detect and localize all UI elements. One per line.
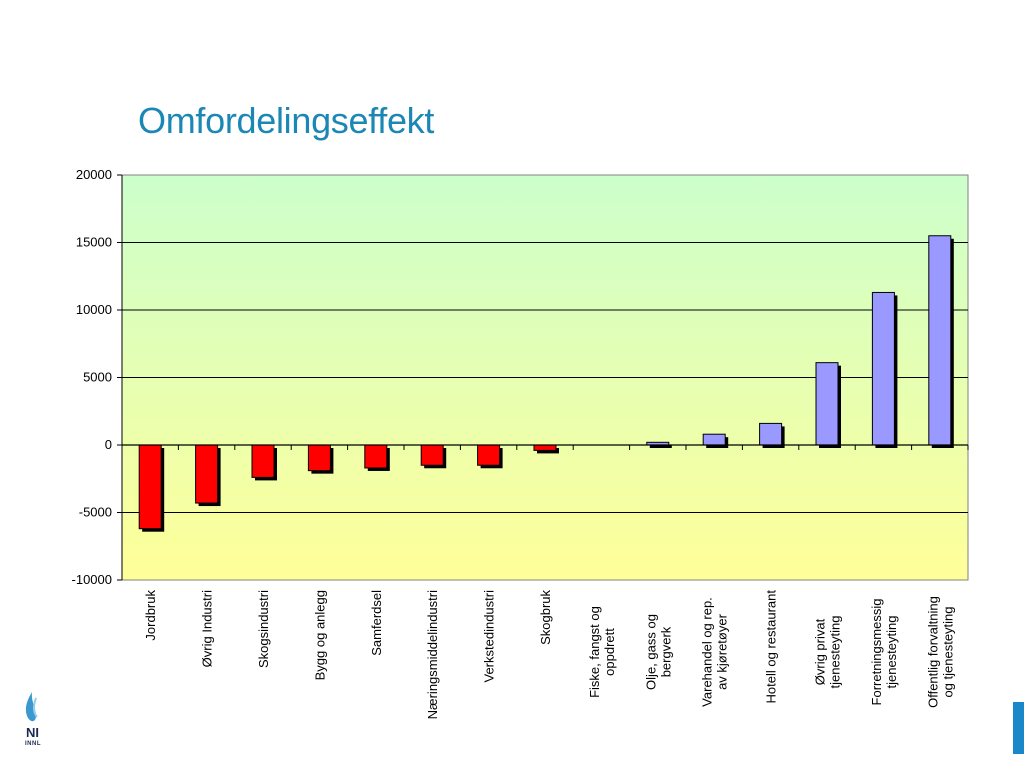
x-tick-label: Varehandel og rep. [700, 597, 715, 707]
x-tick-label: Skogsindustri [256, 590, 271, 668]
edge-accent-bar [1013, 702, 1024, 754]
x-tick-label: Skogbruk [538, 590, 553, 645]
x-tick-label: Jordbruk [143, 590, 158, 641]
bar [251, 444, 275, 478]
x-tick-label: av kjøretøyer [715, 613, 730, 690]
bar [195, 444, 219, 504]
x-tick-label: Næringsmiddelindustri [425, 590, 440, 719]
bar [364, 444, 388, 469]
bar [928, 235, 952, 446]
y-tick-label: 5000 [83, 370, 112, 385]
bar [759, 422, 783, 446]
slide-title: Omfordelingseffekt [138, 100, 435, 141]
bar-shadow [649, 445, 672, 448]
x-tick-label: Verkstedindustri [482, 590, 497, 683]
bar [477, 444, 501, 466]
x-tick-label: Fiske, fangst og [587, 606, 602, 698]
bar [138, 444, 162, 530]
y-tick-label: 15000 [76, 235, 112, 250]
bar [420, 444, 444, 466]
logo-drop-icon [22, 690, 56, 746]
logo-subtext: INNL [25, 741, 41, 747]
x-tick-label: Samferdsel [369, 590, 384, 656]
x-tick-label: oppdrett [602, 628, 617, 676]
bar [533, 444, 557, 451]
bar [871, 291, 895, 446]
bar [307, 444, 331, 472]
y-tick-label: 20000 [76, 167, 112, 182]
y-tick-label: -10000 [72, 572, 112, 587]
x-tick-label: Olje, gass og [643, 614, 658, 690]
x-tick-label: Øvrig Industri [200, 590, 215, 667]
x-tick-label: tjenesteyting [884, 616, 899, 689]
logo-text: NI [26, 725, 39, 740]
x-tick-label: Øvrig privat [813, 618, 828, 685]
x-tick-label: tjenesteyting [828, 616, 843, 689]
x-tick-label: Hotell og restaurant [764, 590, 779, 704]
y-tick-label: 10000 [76, 302, 112, 317]
bars [138, 235, 954, 532]
y-tick-label: -5000 [79, 505, 112, 520]
x-tick-label: bergverk [658, 626, 673, 677]
bar [815, 362, 839, 446]
y-tick-label: 0 [105, 437, 112, 452]
x-tick-labels: Jordbruk Øvrig Industri Skogsindustri Bygg … [143, 590, 955, 720]
axes [117, 174, 969, 581]
bar [702, 433, 726, 446]
x-tick-label: Offentlig forvaltning [925, 596, 940, 708]
x-tick-label: Bygg og anlegg [312, 590, 327, 680]
x-tick-label: Forretningsmessig [869, 599, 884, 706]
y-tick-labels: 20000 15000 10000 5000 0 -5000 -10000 [72, 167, 112, 587]
x-tick-label: og tjenesteyting [940, 606, 955, 697]
